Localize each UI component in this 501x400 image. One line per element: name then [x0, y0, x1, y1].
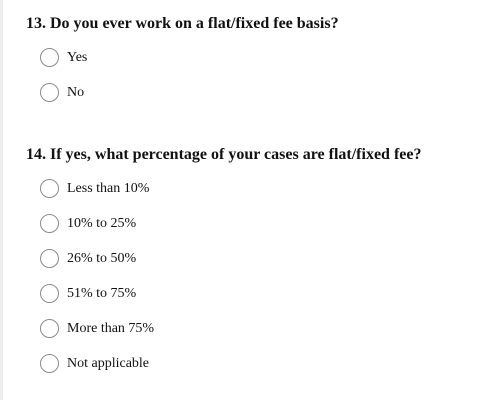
q13-no-radio[interactable] — [40, 83, 59, 102]
question-14-options: Less than 10% 10% to 25% 26% to 50% 51% … — [26, 171, 491, 381]
q14-51-to-75-radio[interactable] — [40, 284, 59, 303]
q14-option-more-than-75[interactable]: More than 75% — [26, 311, 491, 346]
q13-yes-radio[interactable] — [40, 48, 59, 67]
q14-option-not-applicable[interactable]: Not applicable — [26, 346, 491, 381]
question-13: 13. Do you ever work on a flat/fixed fee… — [26, 13, 491, 110]
q14-more-than-75-radio[interactable] — [40, 319, 59, 338]
q13-option-no[interactable]: No — [26, 75, 491, 110]
q14-10-to-25-radio[interactable] — [40, 214, 59, 233]
q14-option-26-to-50[interactable]: 26% to 50% — [26, 241, 491, 276]
question-13-options: Yes No — [26, 40, 491, 110]
question-14-title: 14. If yes, what percentage of your case… — [26, 146, 422, 163]
q14-option-51-to-75[interactable]: 51% to 75% — [26, 276, 491, 311]
q14-51-to-75-label[interactable]: 51% to 75% — [67, 285, 137, 301]
q14-not-applicable-radio[interactable] — [40, 354, 59, 373]
q14-26-to-50-label[interactable]: 26% to 50% — [67, 250, 137, 266]
q14-option-less-than-10[interactable]: Less than 10% — [26, 171, 491, 206]
question-14: 14. If yes, what percentage of your case… — [26, 144, 491, 381]
q14-option-10-to-25[interactable]: 10% to 25% — [26, 206, 491, 241]
question-13-title: 13. Do you ever work on a flat/fixed fee… — [26, 15, 339, 32]
q14-less-than-10-radio[interactable] — [40, 179, 59, 198]
q13-no-label[interactable]: No — [67, 84, 85, 100]
q14-10-to-25-label[interactable]: 10% to 25% — [67, 215, 137, 231]
q14-not-applicable-label[interactable]: Not applicable — [67, 355, 150, 371]
page-left-border — [0, 0, 3, 400]
q14-26-to-50-radio[interactable] — [40, 249, 59, 268]
q14-more-than-75-label[interactable]: More than 75% — [67, 320, 155, 336]
q13-yes-label[interactable]: Yes — [67, 49, 88, 65]
q13-option-yes[interactable]: Yes — [26, 40, 491, 75]
q14-less-than-10-label[interactable]: Less than 10% — [67, 180, 150, 196]
